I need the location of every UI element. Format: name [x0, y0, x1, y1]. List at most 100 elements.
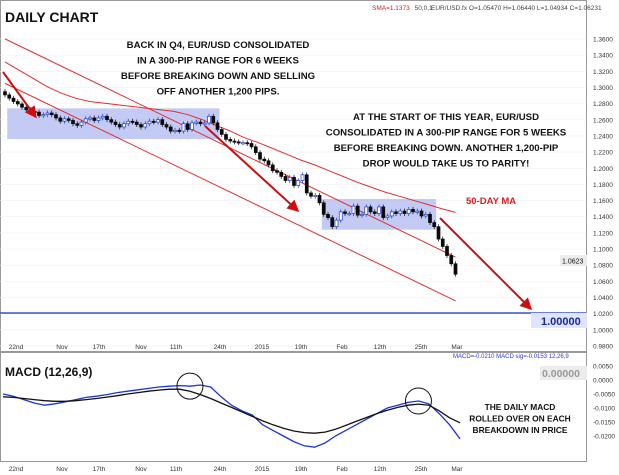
candle-body: [338, 211, 343, 221]
candle-body: [292, 176, 296, 186]
candle-body: [262, 158, 267, 162]
price-x-tick-label: Nov: [135, 344, 147, 351]
price-y-tick-label: 1.2200: [593, 150, 613, 157]
candle-body: [156, 119, 160, 123]
macd-x-tick-label: Nov: [56, 466, 68, 473]
candle-body: [100, 115, 105, 119]
candle-body: [334, 219, 339, 228]
candle-body: [177, 129, 182, 132]
price-y-tick-label: 1.2600: [593, 117, 613, 124]
candle-body: [423, 213, 428, 217]
price-y-tick-label: 1.1200: [593, 230, 613, 237]
price-y-tick-label: 1.3200: [593, 69, 613, 76]
year-start-annotation-line: BEFORE BREAKING DOWN. ANOTHER 1,200-PIP: [334, 143, 559, 154]
q4-annotation-line: OFF ANOTHER 1,200 PIPS.: [157, 87, 280, 98]
macd-y-axis: 0.0050 0.0000 -0.0050 -0.0100 -0.0150 -0.0200: [593, 364, 615, 441]
price-x-tick-label: 11th: [170, 344, 183, 351]
candle-body: [258, 152, 262, 160]
candle-body: [96, 117, 101, 121]
price-axis-strip: [587, 0, 619, 475]
candle-body: [202, 122, 207, 125]
channel-lower-line: [4, 82, 456, 302]
candle-body: [71, 120, 75, 125]
candle-body: [168, 126, 173, 132]
macd-lines: [2, 372, 461, 448]
candle-body: [385, 215, 390, 218]
candle-body: [164, 124, 169, 128]
candle-body: [436, 226, 441, 240]
macd-x-tick-label: 24th: [214, 466, 227, 473]
price-y-tick-label: 1.2800: [593, 101, 613, 108]
candle-body: [304, 174, 309, 194]
price-y-tick-label: 1.2400: [593, 133, 613, 140]
price-y-tick-label: 1.0400: [593, 295, 613, 302]
price-x-tick-label: 25th: [415, 344, 428, 351]
price-y-tick-label: 1.0600: [593, 279, 613, 286]
candle-body: [173, 129, 177, 132]
candle-body: [113, 121, 118, 125]
ma-label: 50-DAY MA: [466, 196, 516, 207]
candle-body: [321, 202, 326, 215]
candle-body: [313, 195, 318, 197]
candle-body: [266, 160, 271, 166]
macd-x-tick-label: 11th: [170, 466, 183, 473]
current-price-badge-bg: [560, 255, 587, 266]
candle-body: [364, 206, 369, 215]
year-start-annotation-line: CONSOLIDATED IN A 300-PIP RANGE FOR 5 WE…: [326, 128, 567, 139]
candle-body: [54, 114, 58, 119]
candle-body: [398, 210, 403, 214]
price-x-tick-label: Mar: [451, 344, 463, 351]
candle-body: [440, 238, 445, 247]
macd-x-tick-label: 12th: [374, 466, 387, 473]
candle-body: [126, 120, 131, 125]
macd-title: MACD (12,26,9): [5, 365, 92, 379]
candle-body: [49, 112, 54, 116]
candle-body: [381, 206, 386, 218]
candle-body: [88, 117, 92, 120]
candle-body: [219, 129, 224, 135]
price-y-tick-label: 1.3400: [593, 53, 613, 60]
candle-body: [181, 123, 186, 132]
macd-x-tick-label: Mar: [451, 466, 463, 473]
price-y-tick-label: 1.3600: [593, 37, 613, 44]
macd-x-tick-label: Nov: [135, 466, 147, 473]
candle-body: [232, 140, 237, 143]
price-x-tick-label: 19th: [295, 344, 308, 351]
candle-body: [309, 192, 313, 197]
macd-line: [2, 384, 461, 448]
candle-body: [15, 101, 20, 105]
candle-body: [45, 112, 50, 116]
candle-body: [207, 115, 211, 124]
price-y-tick-label: 1.0200: [593, 311, 613, 318]
candle-body: [92, 117, 97, 121]
q4-annotation-line: BEFORE BREAKING DOWN AND SELLING: [121, 71, 315, 82]
candle-body: [317, 195, 322, 204]
price-x-tick-label: 17th: [93, 344, 106, 351]
candlestick-series: [3, 89, 458, 277]
candle-body: [279, 171, 284, 177]
macd-x-tick-label: 22nd: [9, 466, 24, 473]
q4-annotation: BACK IN Q4, EUR/USD CONSOLIDATED IN A 300…: [121, 40, 315, 98]
candle-body: [134, 121, 139, 125]
breakdown-arrow: [439, 217, 533, 311]
candle-body: [224, 134, 228, 140]
price-x-tick-label: 24th: [214, 344, 227, 351]
candle-body: [236, 141, 241, 144]
candle-body: [185, 123, 190, 130]
candle-body: [66, 118, 71, 121]
macd-annotation-line: BREAKDOWN IN PRICE: [473, 425, 568, 435]
candle-body: [24, 106, 29, 111]
candle-body: [300, 174, 305, 181]
candle-body: [419, 210, 424, 217]
candle-body: [330, 217, 335, 228]
candle-body: [160, 119, 165, 125]
candle-body: [283, 176, 288, 181]
candle-body: [139, 124, 143, 128]
macd-signal-line: [2, 388, 461, 434]
ohlc-readout: EUR/USD.fx O=1.05470 H=1.06440 L=1.04934…: [431, 5, 602, 12]
year-start-annotation: AT THE START OF THIS YEAR, EUR/USD CONSOL…: [326, 112, 567, 170]
candle-body: [394, 211, 398, 214]
candle-body: [122, 123, 126, 128]
candle-body: [211, 115, 216, 124]
